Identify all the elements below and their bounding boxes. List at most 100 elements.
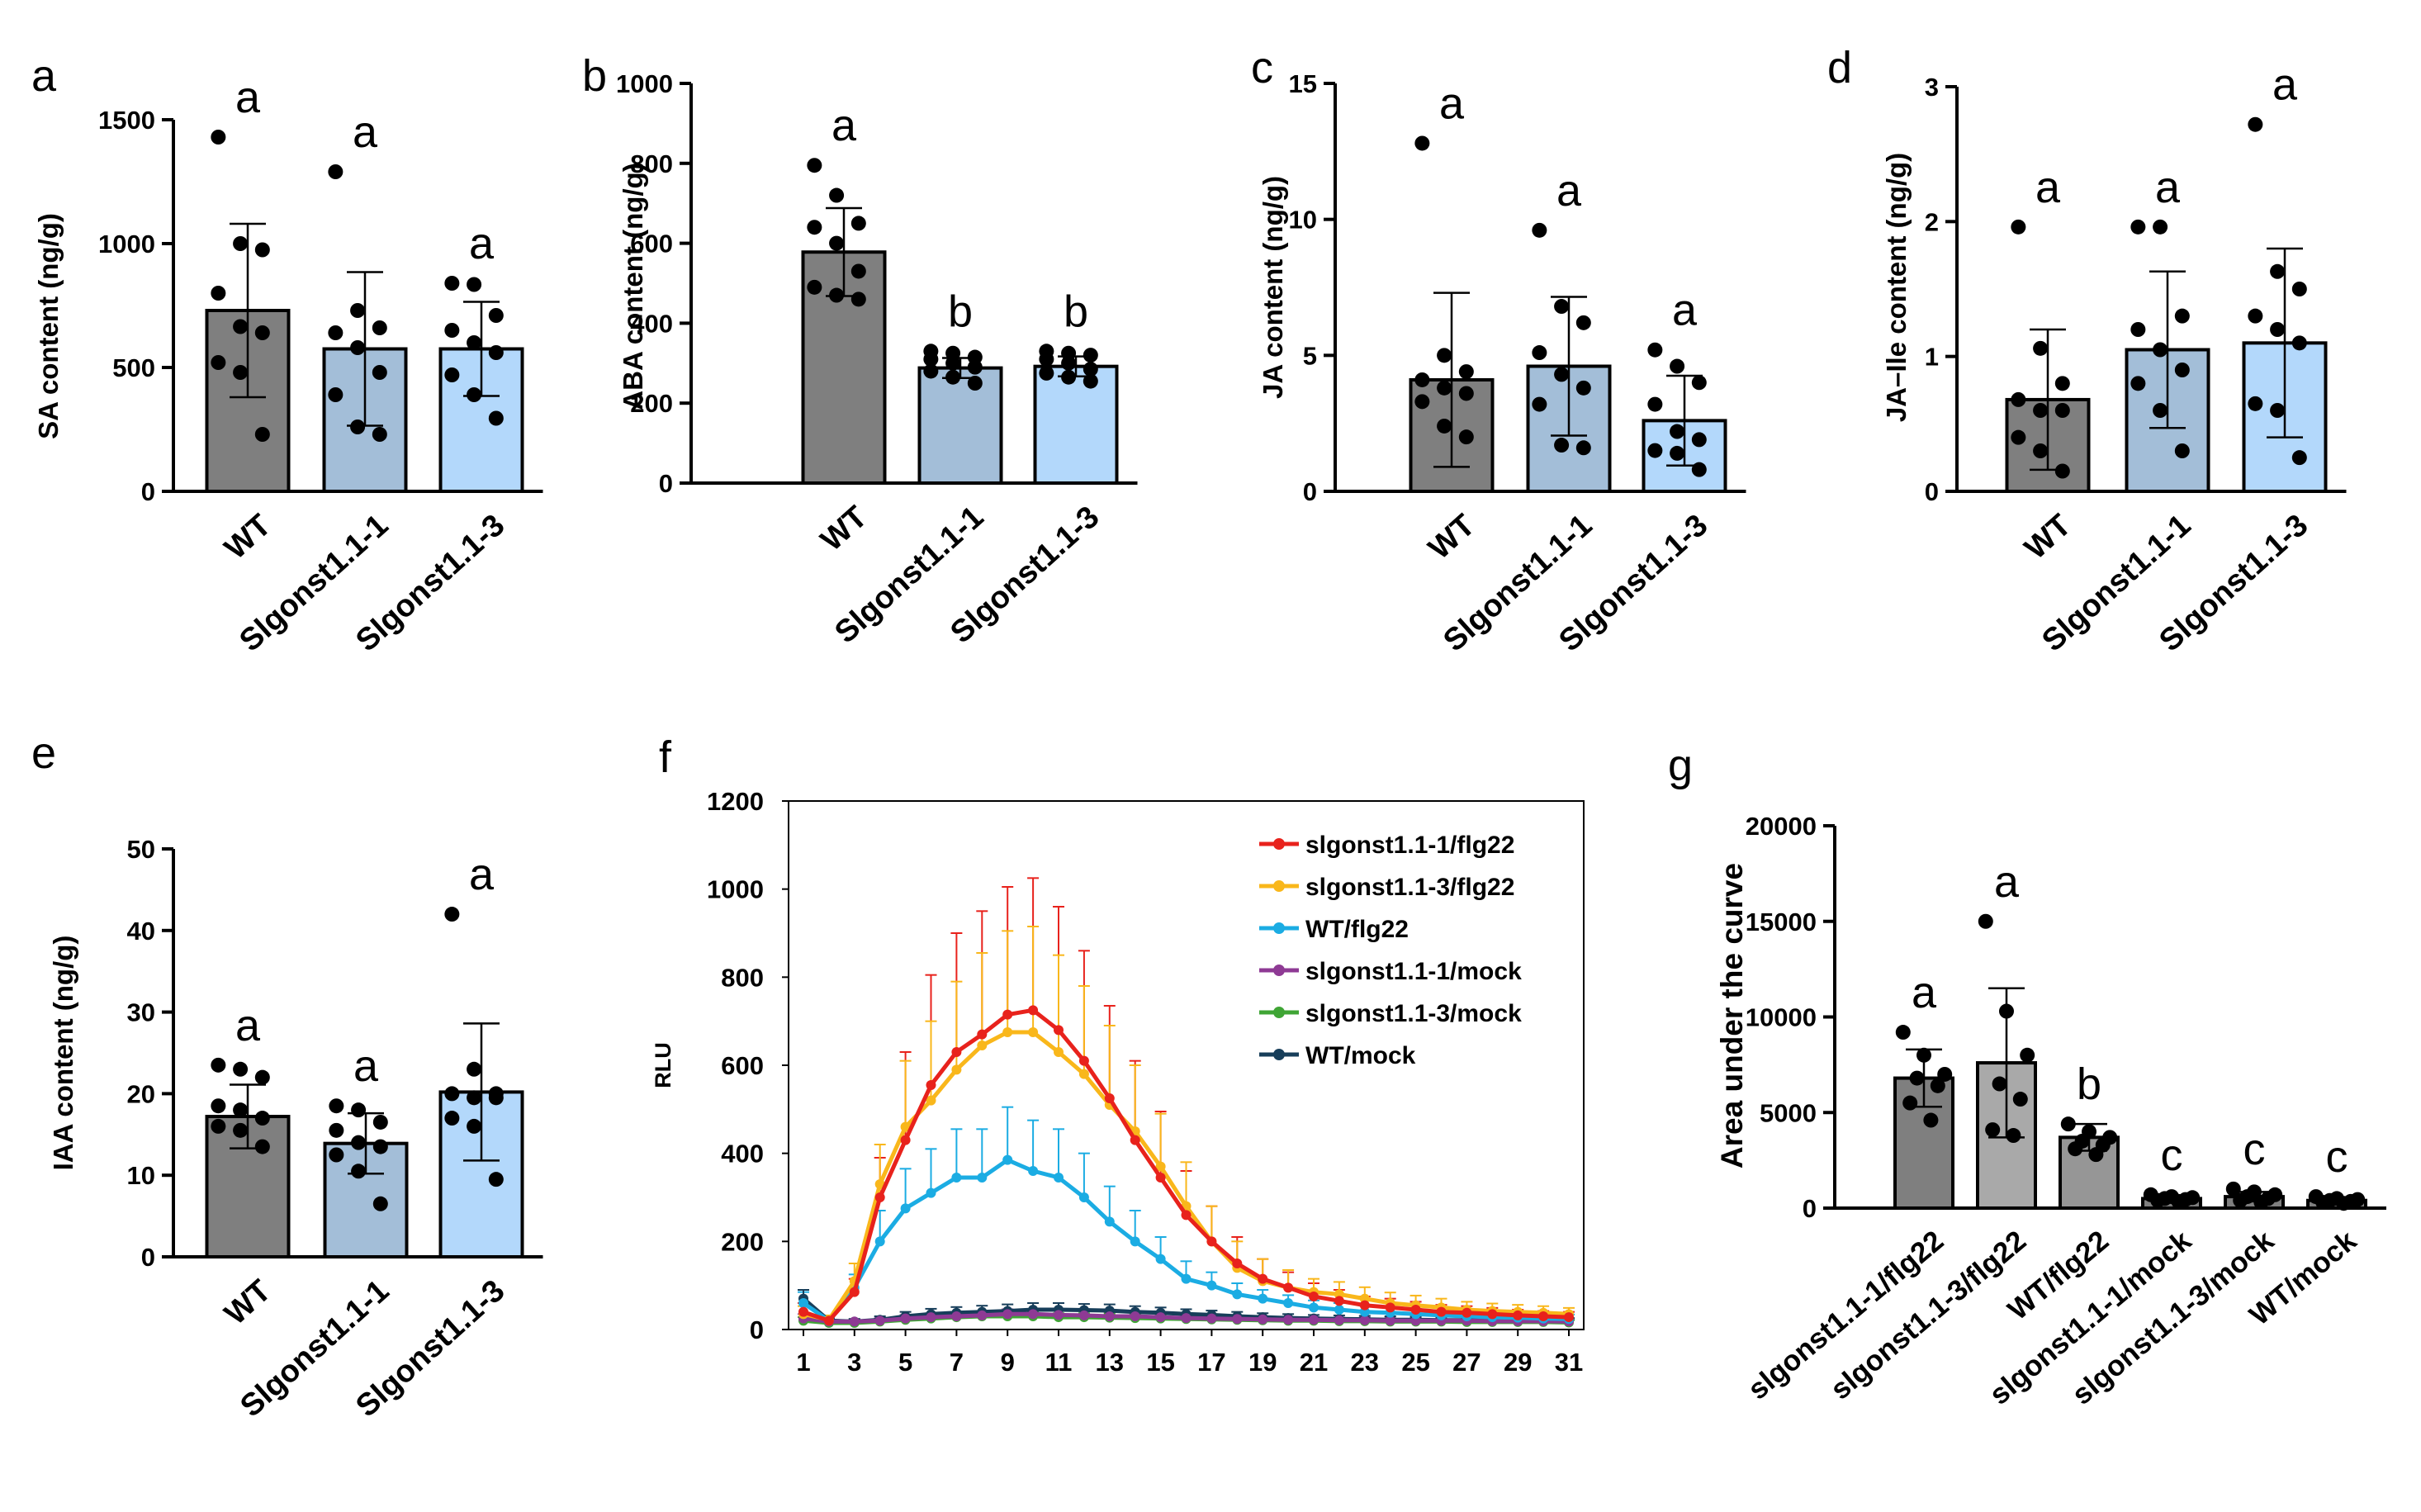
data-point — [2270, 403, 2286, 418]
data-point — [350, 419, 366, 434]
series-marker — [798, 1298, 808, 1308]
y-tick-label: 2 — [1925, 207, 1939, 236]
data-point — [2054, 463, 2070, 479]
data-point — [329, 1147, 344, 1163]
series-marker — [1436, 1306, 1447, 1317]
data-point — [2336, 1196, 2352, 1211]
data-point — [372, 1139, 388, 1154]
y-tick-label: 0 — [141, 477, 155, 506]
data-point — [467, 277, 482, 292]
x-category-label: WT — [1422, 508, 1481, 566]
series-marker — [1359, 1315, 1370, 1325]
data-point — [444, 323, 460, 338]
significance-letter: a — [469, 850, 495, 899]
data-point — [1554, 299, 1570, 315]
y-tick-label: 0 — [141, 1243, 155, 1272]
x-tick-label: 31 — [1555, 1348, 1583, 1377]
data-point — [2068, 1141, 2083, 1157]
data-point — [967, 376, 983, 391]
y-tick-label: 5000 — [1760, 1098, 1817, 1127]
data-point — [1039, 365, 1054, 381]
data-point — [1083, 362, 1098, 377]
data-point — [2291, 335, 2307, 351]
data-point — [444, 907, 460, 922]
data-point — [967, 359, 983, 375]
series-marker — [1206, 1236, 1217, 1247]
plot-g: 05000100001500020000aslgonst1.1-1/flg22a… — [1742, 812, 2386, 1411]
y-axis-label-g: Area under the curve — [1715, 863, 1749, 1168]
data-point — [2153, 219, 2168, 235]
data-point — [1978, 913, 1993, 929]
series-marker — [1078, 1192, 1089, 1202]
data-point — [2291, 282, 2307, 296]
data-point — [444, 367, 460, 382]
data-point — [1083, 348, 1098, 363]
series-marker — [874, 1315, 885, 1326]
legend-marker — [1273, 880, 1285, 892]
significance-letter: a — [2155, 163, 2181, 212]
series-marker — [1181, 1210, 1192, 1221]
data-point — [1458, 429, 1474, 445]
data-point — [2248, 308, 2263, 324]
series-marker — [1054, 1173, 1064, 1183]
data-point — [1985, 1122, 2001, 1138]
data-point — [254, 242, 270, 258]
data-point — [850, 216, 866, 231]
data-point — [1647, 443, 1663, 458]
data-point — [2011, 391, 2026, 407]
series-marker — [1385, 1315, 1395, 1326]
data-point — [923, 363, 939, 379]
data-point — [1670, 424, 1685, 439]
data-point — [1999, 1003, 2014, 1019]
data-point — [945, 369, 961, 385]
series-marker — [1181, 1313, 1192, 1324]
y-tick-label: 40 — [127, 917, 155, 946]
data-point — [254, 325, 270, 340]
series-marker — [951, 1064, 962, 1075]
data-point — [211, 1057, 226, 1073]
data-point — [233, 1122, 249, 1138]
significance-letter: c — [2243, 1125, 2266, 1174]
data-point — [1930, 1078, 1945, 1093]
y-tick-label: 1200 — [707, 787, 764, 816]
series-marker — [1258, 1273, 1268, 1284]
series-marker — [1054, 1310, 1064, 1320]
data-point — [444, 276, 460, 291]
y-tick-label: 600 — [721, 1051, 764, 1080]
series-marker — [1155, 1312, 1166, 1323]
data-point — [2033, 403, 2049, 418]
panel-letter-d: d — [1827, 43, 1852, 92]
data-point — [2006, 1128, 2021, 1144]
series-marker — [874, 1192, 885, 1202]
series-marker — [1232, 1314, 1243, 1325]
data-point — [2150, 1192, 2166, 1208]
series-marker — [951, 1173, 962, 1183]
data-point — [1575, 315, 1591, 330]
legend-label: slgonst1.1-1/mock — [1305, 958, 1522, 985]
series-marker — [1283, 1298, 1294, 1308]
data-point — [488, 345, 504, 360]
data-point — [350, 303, 366, 318]
data-point — [233, 236, 249, 251]
series-marker — [1283, 1282, 1294, 1293]
data-point — [829, 187, 845, 203]
data-point — [351, 1135, 367, 1150]
series-marker — [1130, 1236, 1140, 1247]
y-tick-label: 1000 — [98, 230, 155, 258]
data-point — [1902, 1095, 1918, 1111]
y-tick-label: 400 — [721, 1140, 764, 1168]
series-marker — [1309, 1302, 1319, 1313]
data-point — [1691, 462, 1707, 477]
significance-letter: a — [469, 219, 495, 268]
data-point — [1437, 348, 1452, 363]
series-marker — [951, 1311, 962, 1321]
legend-label: slgonst1.1-3/mock — [1305, 1000, 1522, 1027]
data-point — [2174, 308, 2190, 324]
series-marker — [1104, 1093, 1115, 1103]
data-point — [2060, 1116, 2076, 1132]
panel-letter-c: c — [1251, 43, 1273, 92]
